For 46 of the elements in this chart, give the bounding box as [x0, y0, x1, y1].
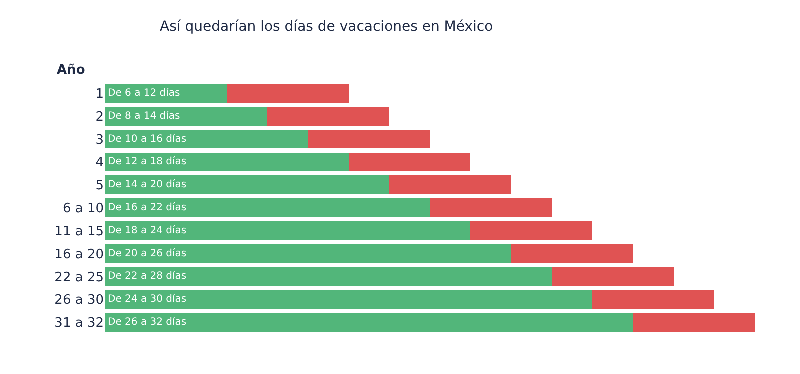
data-label: De 22 a 28 días — [108, 271, 187, 282]
bar — [308, 130, 430, 149]
bar — [105, 290, 592, 310]
bar — [511, 244, 634, 264]
data-label: De 20 a 26 días — [108, 248, 187, 260]
bar — [105, 130, 308, 149]
bar — [268, 106, 390, 126]
bar — [633, 313, 755, 332]
data-label: De 6 a 12 días — [108, 88, 180, 99]
bar — [105, 176, 390, 194]
bar — [105, 198, 430, 218]
y-tick-label: 31 a 32 — [54, 316, 104, 332]
y-tick-label: 3 — [96, 132, 104, 148]
y-axis-title: Año — [57, 63, 86, 78]
bar — [105, 313, 634, 332]
bar — [430, 198, 552, 218]
y-tick-label: 5 — [96, 178, 104, 194]
bar — [592, 290, 714, 310]
y-tick-label: 16 a 20 — [54, 247, 104, 262]
bar — [105, 267, 552, 286]
bar — [105, 244, 512, 264]
y-tick-label: 6 a 10 — [62, 202, 104, 217]
y-tick-label: 26 a 30 — [54, 293, 104, 308]
data-label: De 8 a 14 días — [108, 110, 180, 122]
bar — [389, 176, 512, 194]
bar — [226, 84, 349, 103]
y-tick-label: 2 — [96, 110, 104, 125]
bar — [105, 152, 349, 172]
y-tick-label: 4 — [96, 156, 104, 171]
bar — [348, 152, 471, 172]
bar — [105, 106, 268, 126]
bar — [552, 267, 674, 286]
chart-title: Así quedarían los días de vacaciones en México — [160, 19, 494, 36]
bar — [470, 222, 592, 240]
bar — [105, 222, 471, 240]
data-label: De 26 a 32 días — [108, 317, 187, 328]
data-label: De 12 a 18 días — [108, 156, 187, 168]
y-tick-label: 1 — [96, 87, 104, 102]
data-label: De 14 a 20 días — [108, 180, 187, 191]
y-tick-label: 22 a 25 — [54, 270, 104, 286]
y-tick-label: 11 a 15 — [54, 224, 104, 240]
bar — [105, 84, 227, 103]
data-label: De 10 a 16 días — [108, 134, 187, 145]
data-label: De 24 a 30 días — [108, 294, 187, 306]
data-label: De 16 a 22 días — [108, 202, 187, 214]
data-label: De 18 a 24 días — [108, 225, 187, 236]
